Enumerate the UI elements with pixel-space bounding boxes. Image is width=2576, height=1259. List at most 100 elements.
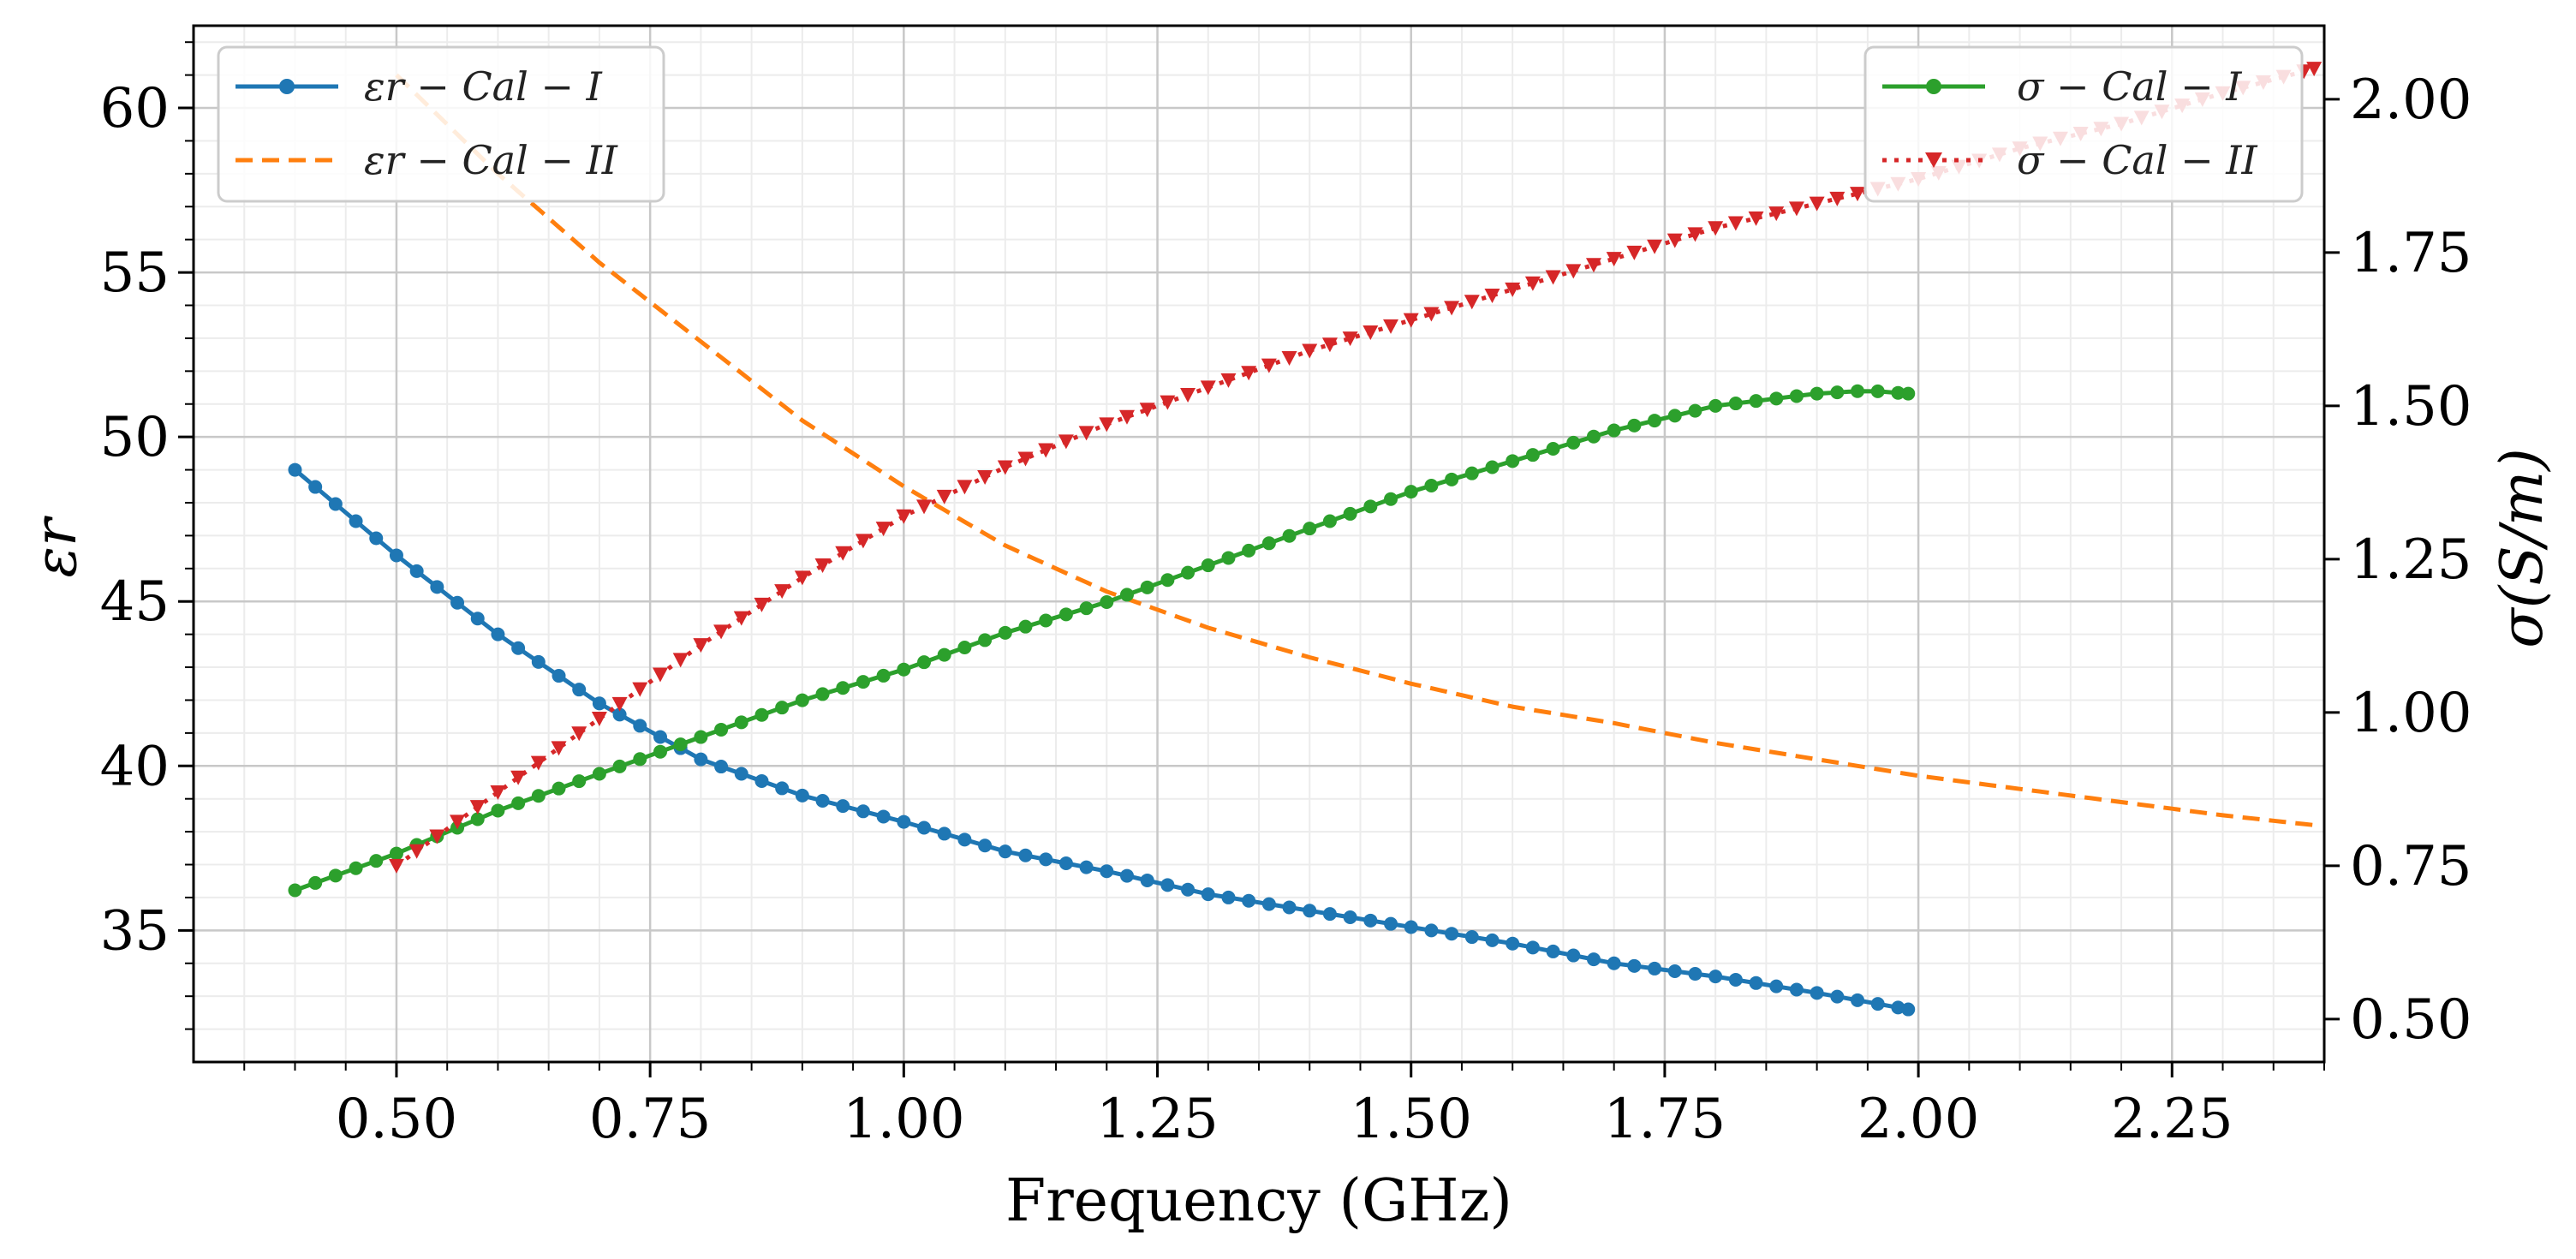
y-left-tick-label: 45 (100, 570, 170, 634)
series-1-point (1039, 852, 1053, 867)
series-1-point (1901, 1002, 1916, 1017)
series-3-point (795, 693, 809, 707)
series-3-point (1586, 429, 1601, 444)
series-4-point (611, 696, 628, 712)
y-left-tick-label: 50 (100, 406, 170, 469)
legend-left: εr − Cal − I εr − Cal − II (217, 45, 665, 203)
series-4-point (1038, 443, 1054, 458)
y-right-tick-label: 1.50 (2350, 375, 2472, 439)
series-4-point (693, 638, 709, 653)
series-4-point (1850, 187, 1866, 202)
series-1-point (1058, 856, 1073, 870)
series-3-point (1079, 601, 1094, 616)
series-4-point (936, 489, 952, 504)
series-1-point (1018, 848, 1033, 862)
series-3-point (1242, 543, 1256, 558)
series-1-point (409, 564, 424, 578)
series-1-point (653, 730, 667, 744)
series-4-point (977, 469, 993, 485)
series-1-point (876, 809, 891, 824)
series-1-point (1586, 952, 1601, 967)
series-4-point (1524, 276, 1541, 291)
series-3-point (612, 759, 627, 773)
series-1-point (1181, 882, 1196, 897)
series-3-point (1728, 397, 1743, 411)
series-4-point (1708, 221, 1724, 236)
series-4-point (855, 534, 871, 549)
series-1-point (1384, 916, 1398, 931)
series-4-point (469, 800, 486, 815)
series-1-point (1870, 997, 1885, 1011)
x-tick-label: 0.50 (336, 1088, 458, 1151)
series-3-point (1303, 522, 1317, 536)
series-3-point (470, 812, 485, 826)
series-3-point (1058, 607, 1073, 622)
series-3-point (957, 641, 972, 654)
series-1-point (1261, 897, 1276, 911)
series-1-point (1506, 936, 1520, 951)
series-1-point (1728, 972, 1743, 987)
series-1-point (633, 719, 647, 733)
series-3-point (1261, 536, 1276, 551)
y-left-tick-label: 60 (100, 77, 170, 140)
x-tick-label: 1.00 (843, 1088, 965, 1151)
series-4-point (1423, 307, 1440, 322)
series-3-point (775, 701, 790, 715)
series-1-point (1648, 961, 1662, 976)
series-1-point (1566, 948, 1581, 963)
series-3-point (349, 861, 363, 875)
series-4-point (875, 522, 891, 537)
y-right-tick-label: 2.00 (2350, 69, 2472, 132)
legend-marker-sigma-cal-i (1926, 79, 1941, 94)
series-4-point (632, 682, 648, 697)
series-3-point (694, 730, 708, 744)
series-1-point (1079, 860, 1094, 874)
series-3-point (1688, 403, 1702, 418)
series-4-point (794, 570, 810, 586)
series-1-point (592, 696, 606, 711)
axes-layer: 0.50 0.75 1.00 1.25 1.50 1.75 2.00 2.25 35 40 45 50… (100, 41, 2472, 1151)
series-1-point (430, 580, 444, 594)
series-4-point (1545, 270, 1561, 285)
series-4-point (551, 741, 567, 756)
series-3-point (592, 767, 606, 781)
series-3-point (856, 675, 870, 689)
series-1-point (1343, 910, 1357, 924)
series-4-point (896, 509, 912, 524)
series-1-point (734, 767, 748, 781)
series-4-point (1585, 258, 1601, 273)
series-3-point (1322, 514, 1337, 528)
series-3-point (1627, 418, 1642, 433)
y-axis-right-label: σ(S/m) (2489, 448, 2556, 647)
series-1-point (978, 838, 993, 853)
series-4-point (1788, 201, 1804, 217)
series-3-point (1525, 448, 1540, 462)
series-1-point (1140, 873, 1154, 887)
series-1-point (1485, 933, 1500, 947)
series-3-point (288, 883, 302, 898)
series-4-point (997, 460, 1013, 475)
series-3-point (836, 681, 850, 695)
series-3-point (1789, 389, 1804, 403)
series-3-point (734, 715, 748, 730)
x-tick-label: 2.00 (1857, 1088, 1980, 1151)
series-3-point (328, 868, 343, 883)
series-3-point (1546, 442, 1560, 456)
x-tick-label: 1.25 (1096, 1088, 1219, 1151)
series-1-point (1160, 878, 1175, 892)
series-4-point (1687, 227, 1703, 242)
series-1-point (1546, 944, 1560, 958)
series-3-point (1039, 613, 1053, 628)
series-1-point (1303, 904, 1317, 918)
series-1-point (1607, 956, 1621, 970)
series-3-point (1363, 499, 1378, 514)
series-3-point (998, 625, 1012, 640)
series-1-point (1667, 964, 1682, 978)
legend-marker-eps-cal-i (279, 79, 295, 94)
series-1-point (328, 497, 343, 511)
series-3-point (1404, 485, 1418, 499)
series-4-point (1565, 264, 1582, 279)
series-3-point (897, 662, 911, 677)
series-3-point (389, 846, 403, 861)
series-1-point (1627, 958, 1642, 973)
